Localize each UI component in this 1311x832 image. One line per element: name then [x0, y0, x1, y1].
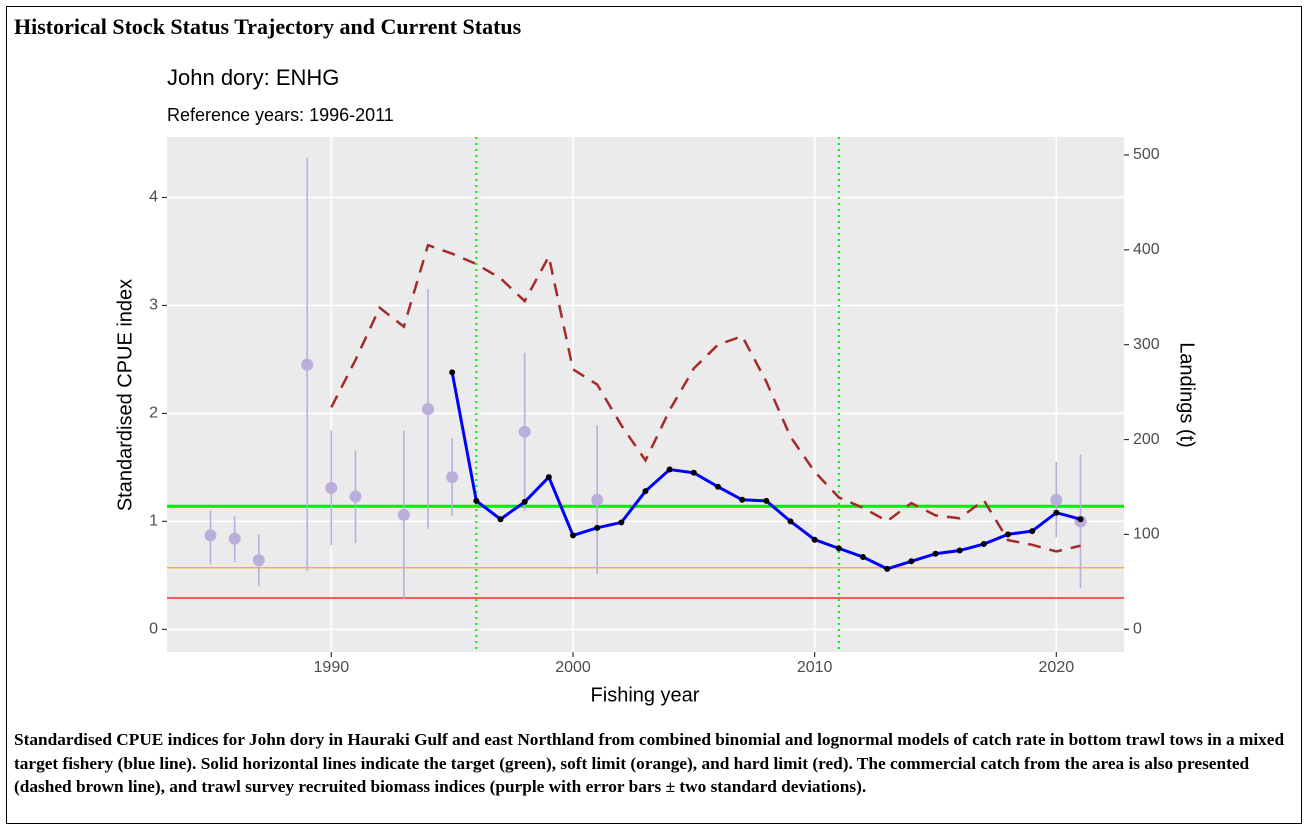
cpue-point	[473, 497, 480, 504]
survey-point	[397, 508, 410, 521]
cpue-point	[739, 496, 746, 503]
survey-point	[422, 403, 434, 416]
cpue-point	[908, 558, 915, 565]
x-tick-label: 2010	[797, 659, 833, 676]
caption: Standardised CPUE indices for John dory …	[14, 730, 1285, 796]
x-tick-label: 1990	[314, 659, 350, 676]
y2-tick-label: 100	[1133, 526, 1160, 543]
cpue-point	[787, 518, 794, 525]
landings-line	[330, 243, 1081, 553]
survey-point	[591, 493, 604, 506]
y2-tick-label: 300	[1133, 336, 1160, 353]
cpue-point	[884, 565, 891, 572]
document-title: Historical Stock Status Trajectory and C…	[14, 14, 522, 39]
cpue-point	[980, 541, 987, 548]
cpue-point	[1005, 531, 1011, 538]
survey-point	[518, 425, 531, 438]
cpue-point	[956, 547, 963, 554]
y2-axis-label: Landings (t)	[1176, 342, 1198, 448]
cpue-point	[1053, 509, 1060, 516]
x-tick-label: 2020	[1039, 659, 1075, 676]
cpue-point	[570, 532, 576, 539]
y-tick-label: 0	[149, 621, 158, 638]
cpue-point	[497, 516, 504, 523]
y2-tick-label: 400	[1133, 241, 1160, 258]
cpue-point	[449, 369, 456, 376]
cpue-point	[594, 524, 601, 531]
chart: John dory: ENHG Reference years: 1996-20…	[114, 65, 1198, 706]
cpue-point	[521, 498, 528, 505]
cpue-point	[642, 488, 649, 495]
survey-point	[325, 481, 338, 494]
survey-point	[301, 358, 314, 371]
cpue-point	[835, 545, 842, 552]
survey-point	[349, 490, 362, 503]
cpue-point	[811, 536, 818, 543]
cpue-point	[763, 497, 770, 504]
cpue-point	[666, 466, 673, 473]
survey-point	[446, 471, 459, 484]
y-tick-label: 1	[149, 513, 158, 530]
cpue-point	[545, 474, 552, 481]
y-tick-label: 4	[149, 189, 158, 206]
cpue-point	[860, 553, 866, 560]
survey-point	[252, 554, 265, 567]
cpue-point	[932, 550, 939, 557]
y2-tick-label: 200	[1133, 431, 1160, 448]
cpue-point	[690, 469, 697, 476]
frame	[6, 6, 1302, 824]
plot-background	[167, 137, 1124, 652]
cpue-point	[618, 519, 625, 526]
y-tick-label: 3	[149, 297, 158, 314]
x-axis-label: Fishing year	[591, 684, 700, 706]
y2-tick-label: 0	[1133, 620, 1142, 637]
chart-subtitle: Reference years: 1996-2011	[167, 105, 394, 125]
y-tick-label: 2	[149, 405, 158, 422]
survey-point	[228, 532, 241, 545]
x-tick-label: 2000	[555, 659, 591, 676]
survey-point	[1050, 493, 1063, 506]
cpue-point	[1029, 528, 1036, 535]
survey-point	[204, 529, 217, 542]
chart-title: John dory: ENHG	[167, 65, 339, 90]
y2-tick-label: 500	[1133, 146, 1160, 163]
cpue-point	[715, 483, 721, 490]
cpue-point	[1077, 516, 1084, 523]
y-axis-label: Standardised CPUE index	[114, 279, 136, 511]
